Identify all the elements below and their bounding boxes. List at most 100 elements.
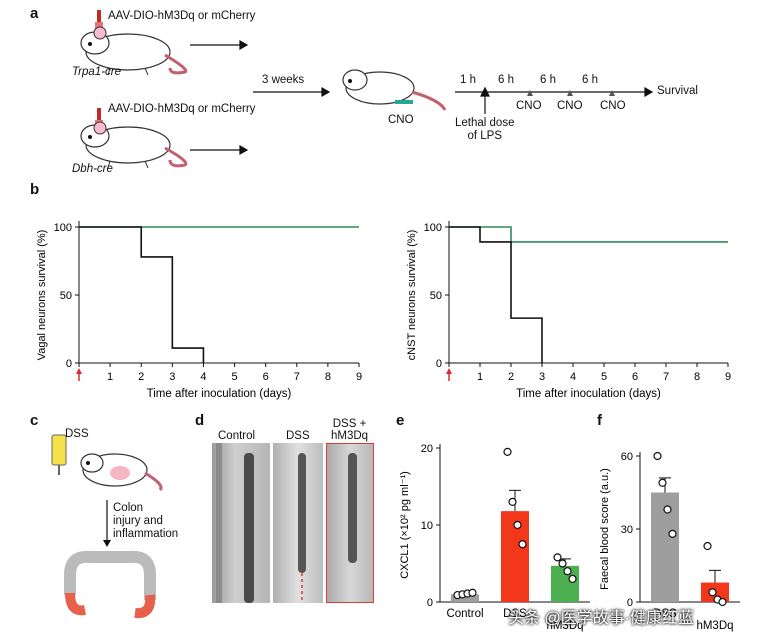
survival-label: Survival bbox=[657, 85, 698, 97]
panel-label-b: b bbox=[30, 181, 40, 198]
dss-bottle-icon bbox=[51, 434, 67, 475]
cno-label-mouse: CNO bbox=[388, 114, 414, 126]
category-label: hM3Dq bbox=[696, 620, 733, 632]
panel-a-schematic bbox=[80, 10, 654, 169]
x-tick-label: 6 bbox=[263, 371, 269, 383]
photo-label-dss-hm3dq: DSS + hM3Dq bbox=[331, 418, 369, 442]
category-label: DSS bbox=[503, 608, 527, 620]
inoculation-arrowhead-icon bbox=[76, 368, 82, 374]
x-tick-label: 9 bbox=[356, 371, 362, 383]
data-point bbox=[708, 588, 717, 597]
panel-label-d: d bbox=[195, 412, 205, 429]
time-1h: 1 h bbox=[460, 74, 476, 86]
x-tick-label: 8 bbox=[325, 371, 331, 383]
time-6h-3: 6 h bbox=[582, 74, 598, 86]
x-tick-label: 2 bbox=[508, 371, 514, 383]
y-tick-label: 0 bbox=[66, 358, 72, 370]
y-tick-label: 20 bbox=[421, 443, 433, 455]
x-tick-label: 7 bbox=[294, 371, 300, 383]
data-point bbox=[518, 540, 527, 549]
watermark-text: 头条 @医学故事·健康红蓝 bbox=[508, 610, 695, 627]
mouse-illustration-top bbox=[80, 10, 188, 76]
survival-series-line-1 bbox=[79, 226, 205, 363]
bar bbox=[451, 594, 479, 602]
y-tick-label: 60 bbox=[621, 451, 633, 463]
inoculation-arrowhead-icon bbox=[446, 368, 452, 374]
cno-label-2: CNO bbox=[557, 100, 583, 112]
survival-series-line-0 bbox=[449, 226, 728, 243]
x-tick-label: 6 bbox=[632, 371, 638, 383]
y-tick-label: 0 bbox=[427, 597, 433, 609]
panel-f-chart: 0 30 60 Faecal blood score (a.u.) DSS hM3Dq bbox=[599, 451, 740, 632]
category-label: Control bbox=[446, 608, 483, 620]
data-point bbox=[468, 588, 477, 597]
photo-label-control: Control bbox=[218, 430, 256, 442]
panel-label-c: c bbox=[30, 412, 39, 429]
time-6h-2: 6 h bbox=[540, 74, 556, 86]
x-tick-label: 5 bbox=[601, 371, 607, 383]
mouse-illustration-c bbox=[80, 453, 163, 492]
x-tick-label: 8 bbox=[694, 371, 700, 383]
x-tick-label: 1 bbox=[107, 371, 113, 383]
mouse-illustration-center bbox=[342, 69, 447, 111]
data-point bbox=[563, 567, 572, 576]
colon-tissue-overlay bbox=[216, 443, 357, 603]
cno-label-3: CNO bbox=[600, 100, 626, 112]
x-tick-label: 4 bbox=[200, 371, 206, 383]
data-point bbox=[568, 574, 577, 583]
panel-label-e: e bbox=[396, 412, 405, 429]
y-tick-label: 0 bbox=[436, 358, 442, 370]
data-point bbox=[653, 451, 662, 461]
y-tick-label: 0 bbox=[627, 597, 633, 609]
survival-chart-cnst: 1 2 3 4 5 6 7 8 9 0 50 100 Time after inoculation (d… bbox=[406, 221, 731, 400]
data-point bbox=[658, 478, 667, 487]
colon-illustration bbox=[64, 550, 156, 619]
photo-label-dss: DSS bbox=[286, 430, 310, 442]
y-axis-title: cNST neurons survival (%) bbox=[406, 230, 418, 361]
virus-label-top: AAV-DIO-hM3Dq or mCherry bbox=[108, 10, 256, 22]
data-point bbox=[553, 553, 562, 562]
y-axis-title: CXCL1 (×10² pg ml⁻¹) bbox=[399, 471, 411, 579]
time-6h-1: 6 h bbox=[498, 74, 514, 86]
mouse-illustration-bottom bbox=[80, 108, 188, 169]
mouse-label-trpa1: Trpa1-cre bbox=[72, 66, 121, 78]
dss-label: DSS bbox=[65, 428, 89, 440]
data-point bbox=[663, 505, 672, 514]
data-point bbox=[558, 559, 567, 568]
x-tick-label: 1 bbox=[477, 371, 483, 383]
y-axis-title: Faecal blood score (a.u.) bbox=[599, 468, 611, 590]
x-axis-title: Time after inoculation (days) bbox=[147, 388, 292, 400]
x-tick-label: 5 bbox=[231, 371, 237, 383]
x-tick-label: 2 bbox=[138, 371, 144, 383]
category-label: hM3Dq bbox=[546, 620, 583, 632]
y-tick-label: 50 bbox=[430, 290, 442, 302]
faecal-blood-bar-chart: 0 30 60 Faecal blood score (a.u.) DSS hM3Dq bbox=[599, 451, 740, 632]
colon-injury-label: Colon injury and inflammation bbox=[113, 502, 179, 540]
weeks-label: 3 weeks bbox=[262, 74, 305, 86]
data-point bbox=[508, 497, 517, 507]
panel-label-a: a bbox=[30, 5, 39, 22]
panel-c-schematic bbox=[51, 434, 163, 619]
y-tick-label: 50 bbox=[60, 290, 72, 302]
cno-label-1: CNO bbox=[516, 100, 542, 112]
cxcl1-bar-chart: 0 10 20 CXCL1 (×10² pg ml⁻¹) Control DSS hM3Dq bbox=[399, 443, 590, 632]
x-tick-label: 4 bbox=[570, 371, 576, 383]
data-point bbox=[513, 520, 522, 530]
x-tick-label: 7 bbox=[663, 371, 669, 383]
lps-label: Lethal dose of LPS bbox=[455, 117, 515, 142]
category-label: DSS bbox=[653, 608, 677, 620]
panel-label-f: f bbox=[597, 412, 602, 429]
panel-e-chart: 0 10 20 CXCL1 (×10² pg ml⁻¹) Control DSS hM3Dq bbox=[399, 443, 590, 632]
y-tick-label: 100 bbox=[424, 222, 442, 234]
x-axis-title: Time after inoculation (days) bbox=[516, 388, 661, 400]
y-tick-label: 100 bbox=[54, 222, 72, 234]
y-axis-title: Vagal neurons survival (%) bbox=[36, 230, 48, 361]
data-point bbox=[718, 597, 727, 607]
cno-tick-marks bbox=[527, 90, 615, 96]
survival-chart-vagal: 1 2 3 4 5 6 7 8 9 0 50 100 Time after inoculation (d… bbox=[36, 221, 362, 400]
data-point bbox=[668, 529, 677, 538]
y-tick-label: 30 bbox=[621, 524, 633, 536]
mouse-label-dbh: Dbh-cre bbox=[72, 163, 113, 175]
x-tick-label: 3 bbox=[169, 371, 175, 383]
